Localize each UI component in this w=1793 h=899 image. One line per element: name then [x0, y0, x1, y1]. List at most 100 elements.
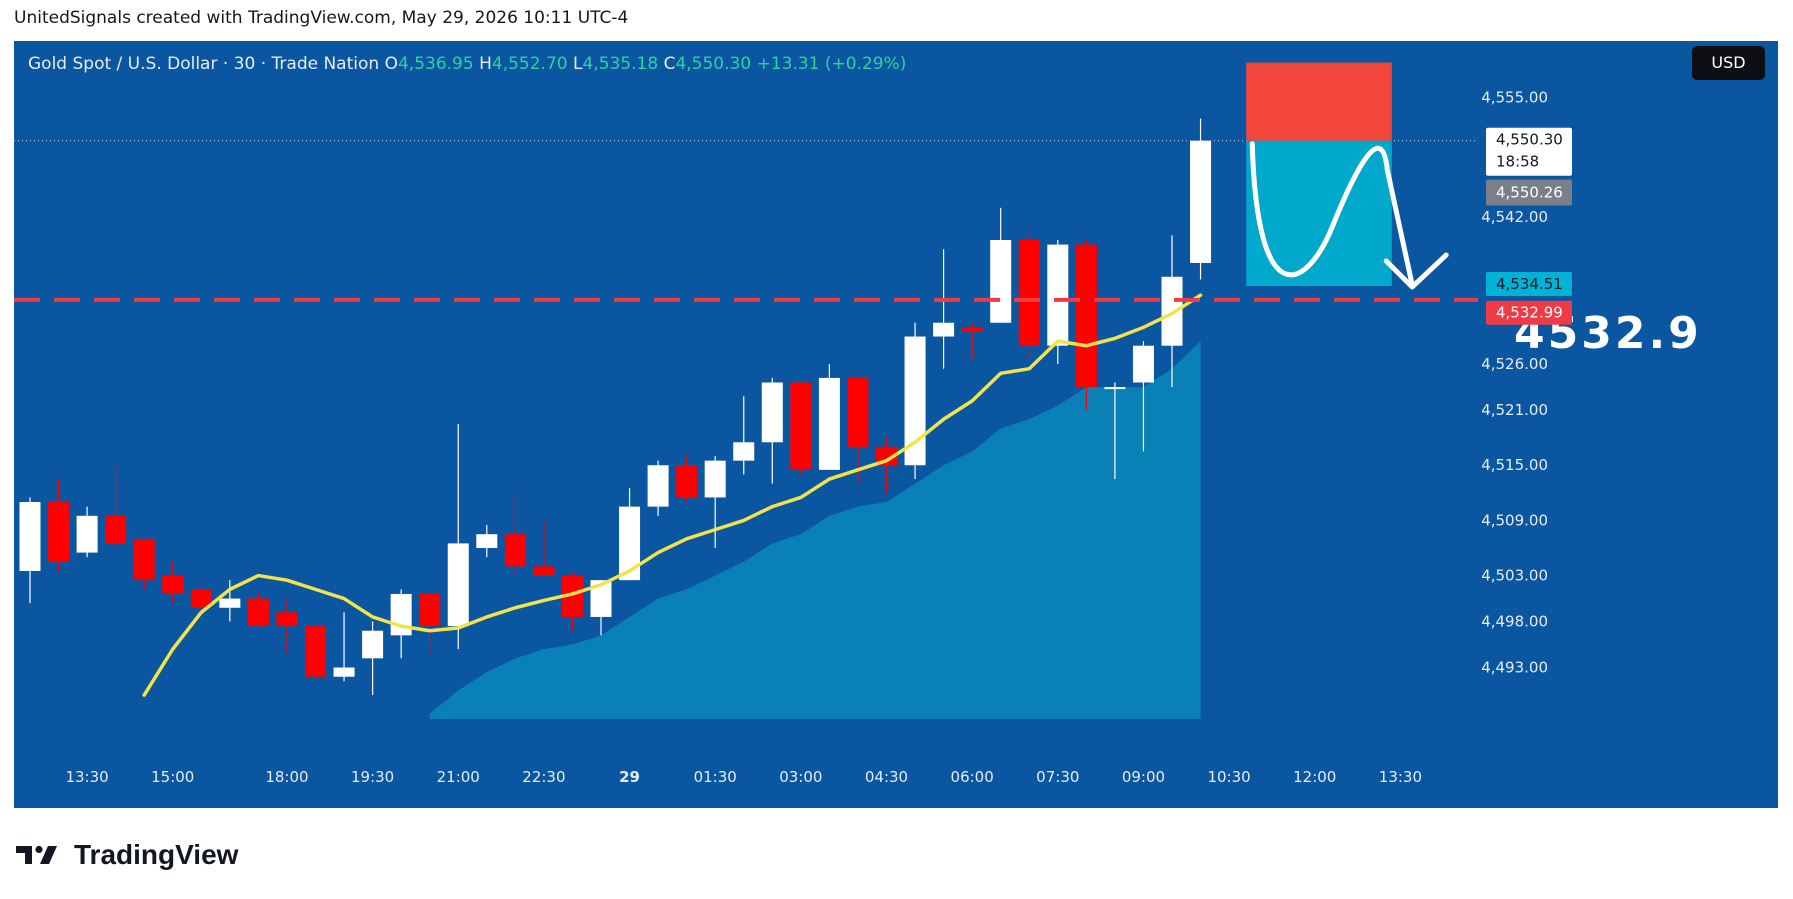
support-price-badge-bg	[1486, 300, 1572, 325]
candle-body-12	[362, 630, 384, 659]
candle-body-13	[390, 593, 412, 636]
stop-loss-zone	[1246, 62, 1392, 141]
x-tick-label: 13:30	[65, 768, 108, 786]
mid-price-badge-bg	[1486, 179, 1572, 206]
y-tick-label: 4,498.00	[1481, 613, 1548, 631]
x-tick-label: 10:30	[1207, 768, 1250, 786]
x-tick-label: 15:00	[151, 768, 194, 786]
change-value: +13.31 (+0.29%)	[756, 54, 907, 74]
candle-body-41	[1190, 140, 1212, 263]
x-tick-label: 07:30	[1036, 768, 1079, 786]
y-tick-label: 4,515.00	[1481, 456, 1548, 474]
candle-body-5	[162, 575, 184, 594]
candle-body-6	[190, 589, 212, 608]
candle-body-21	[619, 506, 641, 581]
y-tick-label: 4,526.00	[1481, 355, 1548, 373]
target-price-badge-text: 4,534.51	[1496, 275, 1563, 293]
candle-body-36	[1047, 244, 1069, 346]
chart-panel[interactable]: 4532.9 4,555.00 4,542.00 4,526.00 4,521.00 4,…	[14, 41, 1778, 808]
target-price-badge: 4,534.51	[1486, 272, 1572, 297]
candle-body-11	[333, 667, 355, 677]
x-tick-label: 13:30	[1379, 768, 1422, 786]
price-chart[interactable]: 4532.94,555.004,542.004,526.004,521.004,…	[14, 41, 1778, 808]
projection-arrowhead	[1383, 252, 1449, 290]
candle-body-2	[76, 515, 98, 553]
symbol-name: Gold Spot / U.S. Dollar · 30 · Trade Nat…	[28, 54, 380, 74]
candle-body-24	[704, 460, 726, 498]
low-label: L	[572, 54, 583, 74]
chart-caption: UnitedSignals created with TradingView.c…	[14, 8, 629, 28]
y-tick-label: 4,542.00	[1481, 208, 1548, 226]
candle-body-15	[447, 543, 469, 627]
candle-body-34	[990, 239, 1012, 323]
candle-body-25	[733, 442, 755, 461]
y-tick-label: 4,521.00	[1481, 401, 1548, 419]
candle-body-38	[1104, 387, 1126, 390]
x-tick-label: 03:00	[779, 768, 822, 786]
x-tick-label: 09:00	[1122, 768, 1165, 786]
support-price-badge-text: 4,532.99	[1496, 304, 1563, 322]
bar-countdown-text: 18:58	[1496, 153, 1539, 171]
x-tick-label: 18:00	[265, 768, 308, 786]
x-tick-label: 06:00	[951, 768, 994, 786]
candle-body-35	[1018, 239, 1040, 346]
candle-body-1	[48, 502, 70, 562]
candle-body-3	[105, 515, 127, 544]
last-price-badge-text: 4,550.30	[1496, 131, 1563, 149]
mid-price-badge: 4,550.26	[1486, 179, 1572, 206]
area-series	[429, 341, 1201, 719]
candle-body-28	[818, 377, 840, 470]
target-price-badge-bg	[1486, 272, 1572, 297]
candle-body-37	[1075, 244, 1097, 388]
y-tick-label: 4,493.00	[1481, 659, 1548, 677]
candle-body-31	[904, 336, 926, 466]
symbol-legend: Gold Spot / U.S. Dollar · 30 · Trade Nat…	[28, 54, 906, 74]
footer-brand: TradingView	[16, 839, 239, 870]
moving-average-line	[142, 293, 1203, 697]
candle-body-9	[276, 612, 298, 627]
candle-body-27	[790, 382, 812, 470]
candle-body-19	[561, 575, 583, 617]
support-price-badge: 4,532.99	[1486, 300, 1572, 325]
brand-name: TradingView	[74, 839, 239, 870]
candle-body-29	[847, 377, 869, 447]
mid-price-badge-text: 4,550.26	[1496, 184, 1563, 202]
x-tick-label: 29	[619, 768, 640, 786]
x-tick-label: 21:00	[437, 768, 480, 786]
open-label: O	[384, 54, 398, 74]
candle-body-40	[1161, 276, 1183, 346]
close-value: 4,550.30	[675, 54, 752, 74]
low-value: 4,535.18	[582, 54, 659, 74]
close-label: C	[663, 54, 676, 74]
candle-body-26	[761, 382, 783, 443]
high-label: H	[479, 54, 492, 74]
candle-body-17	[504, 534, 526, 567]
projection-path	[1249, 141, 1415, 288]
take-profit-zone	[1246, 140, 1392, 286]
candle-body-20	[590, 580, 612, 617]
last-price-badge-bg	[1486, 127, 1572, 176]
open-value: 4,536.95	[397, 54, 474, 74]
x-tick-label: 04:30	[865, 768, 908, 786]
x-tick-label: 19:30	[351, 768, 394, 786]
x-tick-label: 22:30	[522, 768, 565, 786]
candle-body-10	[305, 626, 326, 677]
candle-body-23	[676, 465, 698, 498]
high-value: 4,552.70	[491, 54, 568, 74]
y-tick-label: 4,509.00	[1481, 511, 1548, 529]
x-tick-label: 01:30	[694, 768, 737, 786]
candle-body-7	[219, 598, 241, 608]
candle-body-0	[19, 502, 41, 571]
candle-body-8	[247, 598, 269, 627]
candle-body-4	[133, 538, 155, 581]
x-tick-label: 12:00	[1293, 768, 1336, 786]
candle-body-32	[933, 322, 955, 337]
candle-body-39	[1132, 345, 1154, 383]
y-tick-label: 4,555.00	[1481, 88, 1548, 106]
currency-button[interactable]: USD	[1692, 46, 1765, 80]
y-tick-label: 4,503.00	[1481, 567, 1548, 585]
tradingview-logo-icon	[16, 845, 57, 864]
candle-body-33	[961, 327, 983, 332]
candle-body-16	[476, 534, 498, 548]
candle-body-22	[647, 465, 669, 507]
